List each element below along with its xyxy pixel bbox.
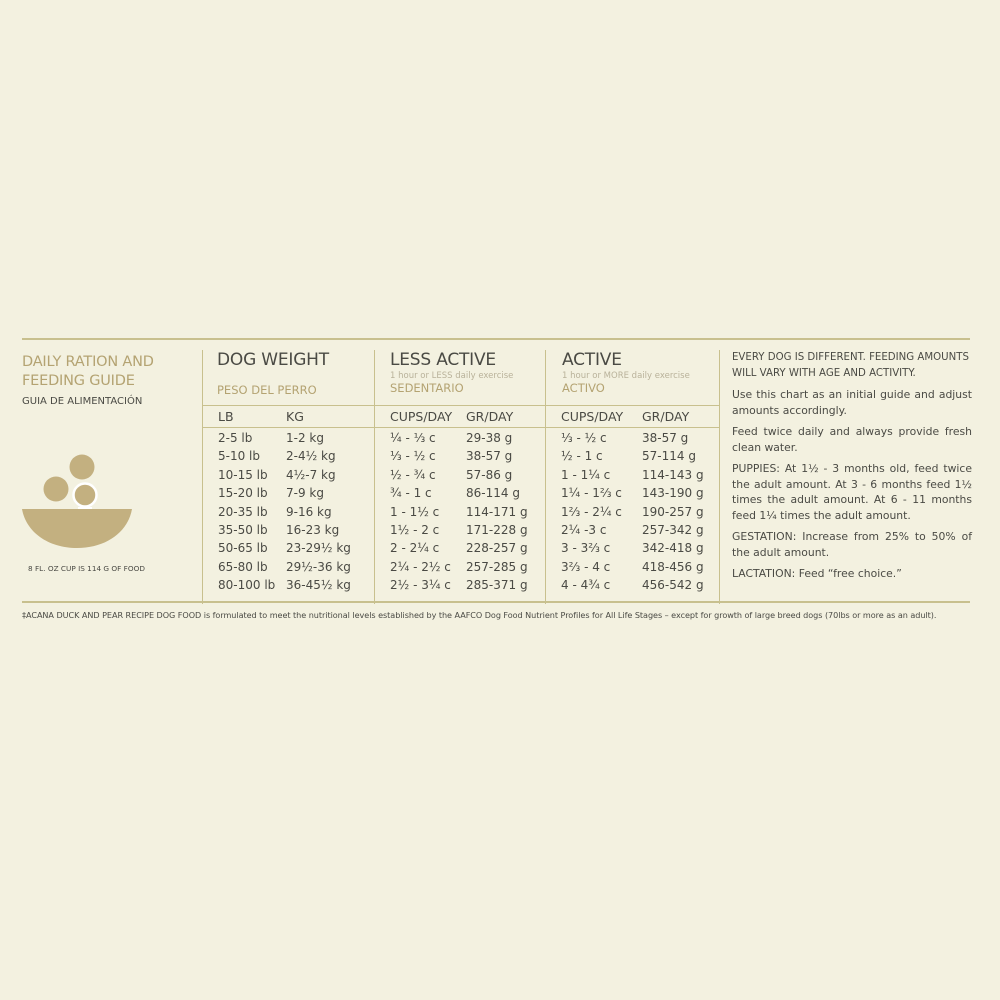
cell-active-cups: 3 - 3⅔ c <box>561 541 611 556</box>
col-head-less-cups: CUPS/DAY <box>390 409 453 424</box>
cell-active-gr: 418-456 g <box>642 559 704 574</box>
cell-active-cups: 1⅔ - 2¼ c <box>561 504 622 519</box>
cell-active-gr: 257-342 g <box>642 523 704 537</box>
cell-active-cups: 1¼ - 1⅔ c <box>561 486 622 501</box>
col-head-kg: KG <box>286 409 304 424</box>
note-lactation: LACTATION: Feed “free choice.” <box>732 567 902 580</box>
cell-active-cups: ⅓ - ½ c <box>561 431 607 445</box>
guide-title-line-2: FEEDING GUIDE <box>22 373 135 389</box>
cell-less-gr: 86-114 g <box>466 486 520 501</box>
cell-kg: 16-23 kg <box>286 523 340 537</box>
cell-less-gr: 285-371 g <box>466 578 528 593</box>
food-bowl-icon <box>22 452 134 562</box>
cell-active-cups: 4 - 4¾ c <box>561 578 611 593</box>
dog-weight-header: DOG WEIGHT PESO DEL PERRO <box>217 350 329 397</box>
cell-kg: 2-4½ kg <box>286 449 336 464</box>
cell-less-cups: ⅓ - ½ c <box>390 449 436 464</box>
cell-kg: 4½-7 kg <box>286 467 336 482</box>
cell-active-gr: 456-542 g <box>642 578 704 593</box>
guide-title-line-1: DAILY RATION AND <box>22 354 154 370</box>
active-note: 1 hour or MORE daily exercise <box>562 371 690 381</box>
cell-lb: 20-35 lb <box>218 504 268 519</box>
cell-lb: 65-80 lb <box>218 559 268 574</box>
cell-active-gr: 190-257 g <box>642 504 704 519</box>
cell-kg: 7-9 kg <box>286 486 324 501</box>
cell-lb: 35-50 lb <box>218 523 268 537</box>
cell-lb: 15-20 lb <box>218 486 268 501</box>
feeding-notes: EVERY DOG IS DIFFERENT. FEEDING AMOUNTS … <box>732 350 972 588</box>
cell-active-gr: 38-57 g <box>642 431 689 445</box>
cell-less-gr: 114-171 g <box>466 504 528 519</box>
cell-kg: 36-45½ kg <box>286 578 351 593</box>
cell-lb: 10-15 lb <box>218 467 268 482</box>
cell-less-gr: 57-86 g <box>466 467 513 482</box>
less-active-sub: SEDENTARIO <box>390 381 464 395</box>
dog-weight-sub: PESO DEL PERRO <box>217 383 317 397</box>
less-active-note: 1 hour or LESS daily exercise <box>390 371 514 381</box>
cell-lb: 5-10 lb <box>218 449 260 464</box>
guide-title: DAILY RATION AND FEEDING GUIDE <box>22 353 154 391</box>
col-head-active-cups: CUPS/DAY <box>561 409 624 424</box>
cell-active-gr: 57-114 g <box>642 449 696 464</box>
cell-less-cups: 1½ - 2 c <box>390 523 440 537</box>
cell-less-cups: 2¼ - 2½ c <box>390 559 451 574</box>
header-rule <box>203 405 720 406</box>
less-active-header: LESS ACTIVE 1 hour or LESS daily exercis… <box>390 350 513 395</box>
cell-less-cups: 2½ - 3¼ c <box>390 578 451 593</box>
cell-lb: 80-100 lb <box>218 578 276 593</box>
cell-active-cups: 1 - 1¼ c <box>561 467 611 482</box>
col-head-lb: LB <box>218 409 234 424</box>
cell-less-gr: 38-57 g <box>466 449 513 464</box>
note-gestation: GESTATION: Increase from 25% to 50% of t… <box>732 530 972 559</box>
cell-lb: 50-65 lb <box>218 541 268 556</box>
col-head-active-gr: GR/DAY <box>642 409 690 424</box>
cell-kg: 23-29½ kg <box>286 541 351 556</box>
cell-less-gr: 228-257 g <box>466 541 528 556</box>
cup-caption: 8 FL. OZ CUP IS 114 G OF FOOD <box>28 564 145 573</box>
dog-weight-heading: DOG WEIGHT <box>217 350 329 370</box>
cell-less-cups: ½ - ¾ c <box>390 467 436 482</box>
col-head-less-gr: GR/DAY <box>466 409 514 424</box>
less-active-heading: LESS ACTIVE <box>390 350 496 370</box>
column-header-rule <box>203 427 720 428</box>
active-heading: ACTIVE <box>562 350 622 370</box>
cell-active-gr: 143-190 g <box>642 486 704 501</box>
divider <box>202 350 203 604</box>
cell-less-cups: ¼ - ⅓ c <box>390 431 436 445</box>
cell-active-cups: 3⅔ - 4 c <box>561 559 611 574</box>
cell-kg: 1-2 kg <box>286 431 324 445</box>
divider <box>719 350 720 604</box>
note-every-dog: EVERY DOG IS DIFFERENT. FEEDING AMOUNTS … <box>732 352 969 379</box>
divider <box>374 350 375 604</box>
cell-less-gr: 257-285 g <box>466 559 528 574</box>
note-puppies: PUPPIES: At 1½ - 3 months old, feed twic… <box>732 462 972 522</box>
active-sub: ACTIVO <box>562 381 605 395</box>
footnote: ‡ACANA DUCK AND PEAR RECIPE DOG FOOD is … <box>22 610 937 620</box>
guide-subtitle: GUIA DE ALIMENTACIÓN <box>22 396 143 407</box>
cell-less-cups: ¾ - 1 c <box>390 486 432 501</box>
active-header: ACTIVE 1 hour or MORE daily exercise ACT… <box>562 350 690 395</box>
cell-active-cups: ½ - 1 c <box>561 449 603 464</box>
cell-kg: 29½-36 kg <box>286 559 351 574</box>
cell-less-cups: 2 - 2¼ c <box>390 541 440 556</box>
cell-less-gr: 29-38 g <box>466 431 513 445</box>
note-use-chart: Use this chart as an initial guide and a… <box>732 388 972 417</box>
note-feed-twice: Feed twice daily and always provide fres… <box>732 425 972 454</box>
cell-active-gr: 114-143 g <box>642 467 704 482</box>
cell-less-cups: 1 - 1½ c <box>390 504 440 519</box>
divider <box>545 350 546 604</box>
cell-active-cups: 2¼ -3 c <box>561 523 607 537</box>
cell-lb: 2-5 lb <box>218 431 253 445</box>
footnote-rule <box>22 601 970 603</box>
feeding-guide-panel: DAILY RATION AND FEEDING GUIDE GUIA DE A… <box>22 338 972 608</box>
cell-active-gr: 342-418 g <box>642 541 704 556</box>
cell-less-gr: 171-228 g <box>466 523 528 537</box>
cell-kg: 9-16 kg <box>286 504 332 519</box>
